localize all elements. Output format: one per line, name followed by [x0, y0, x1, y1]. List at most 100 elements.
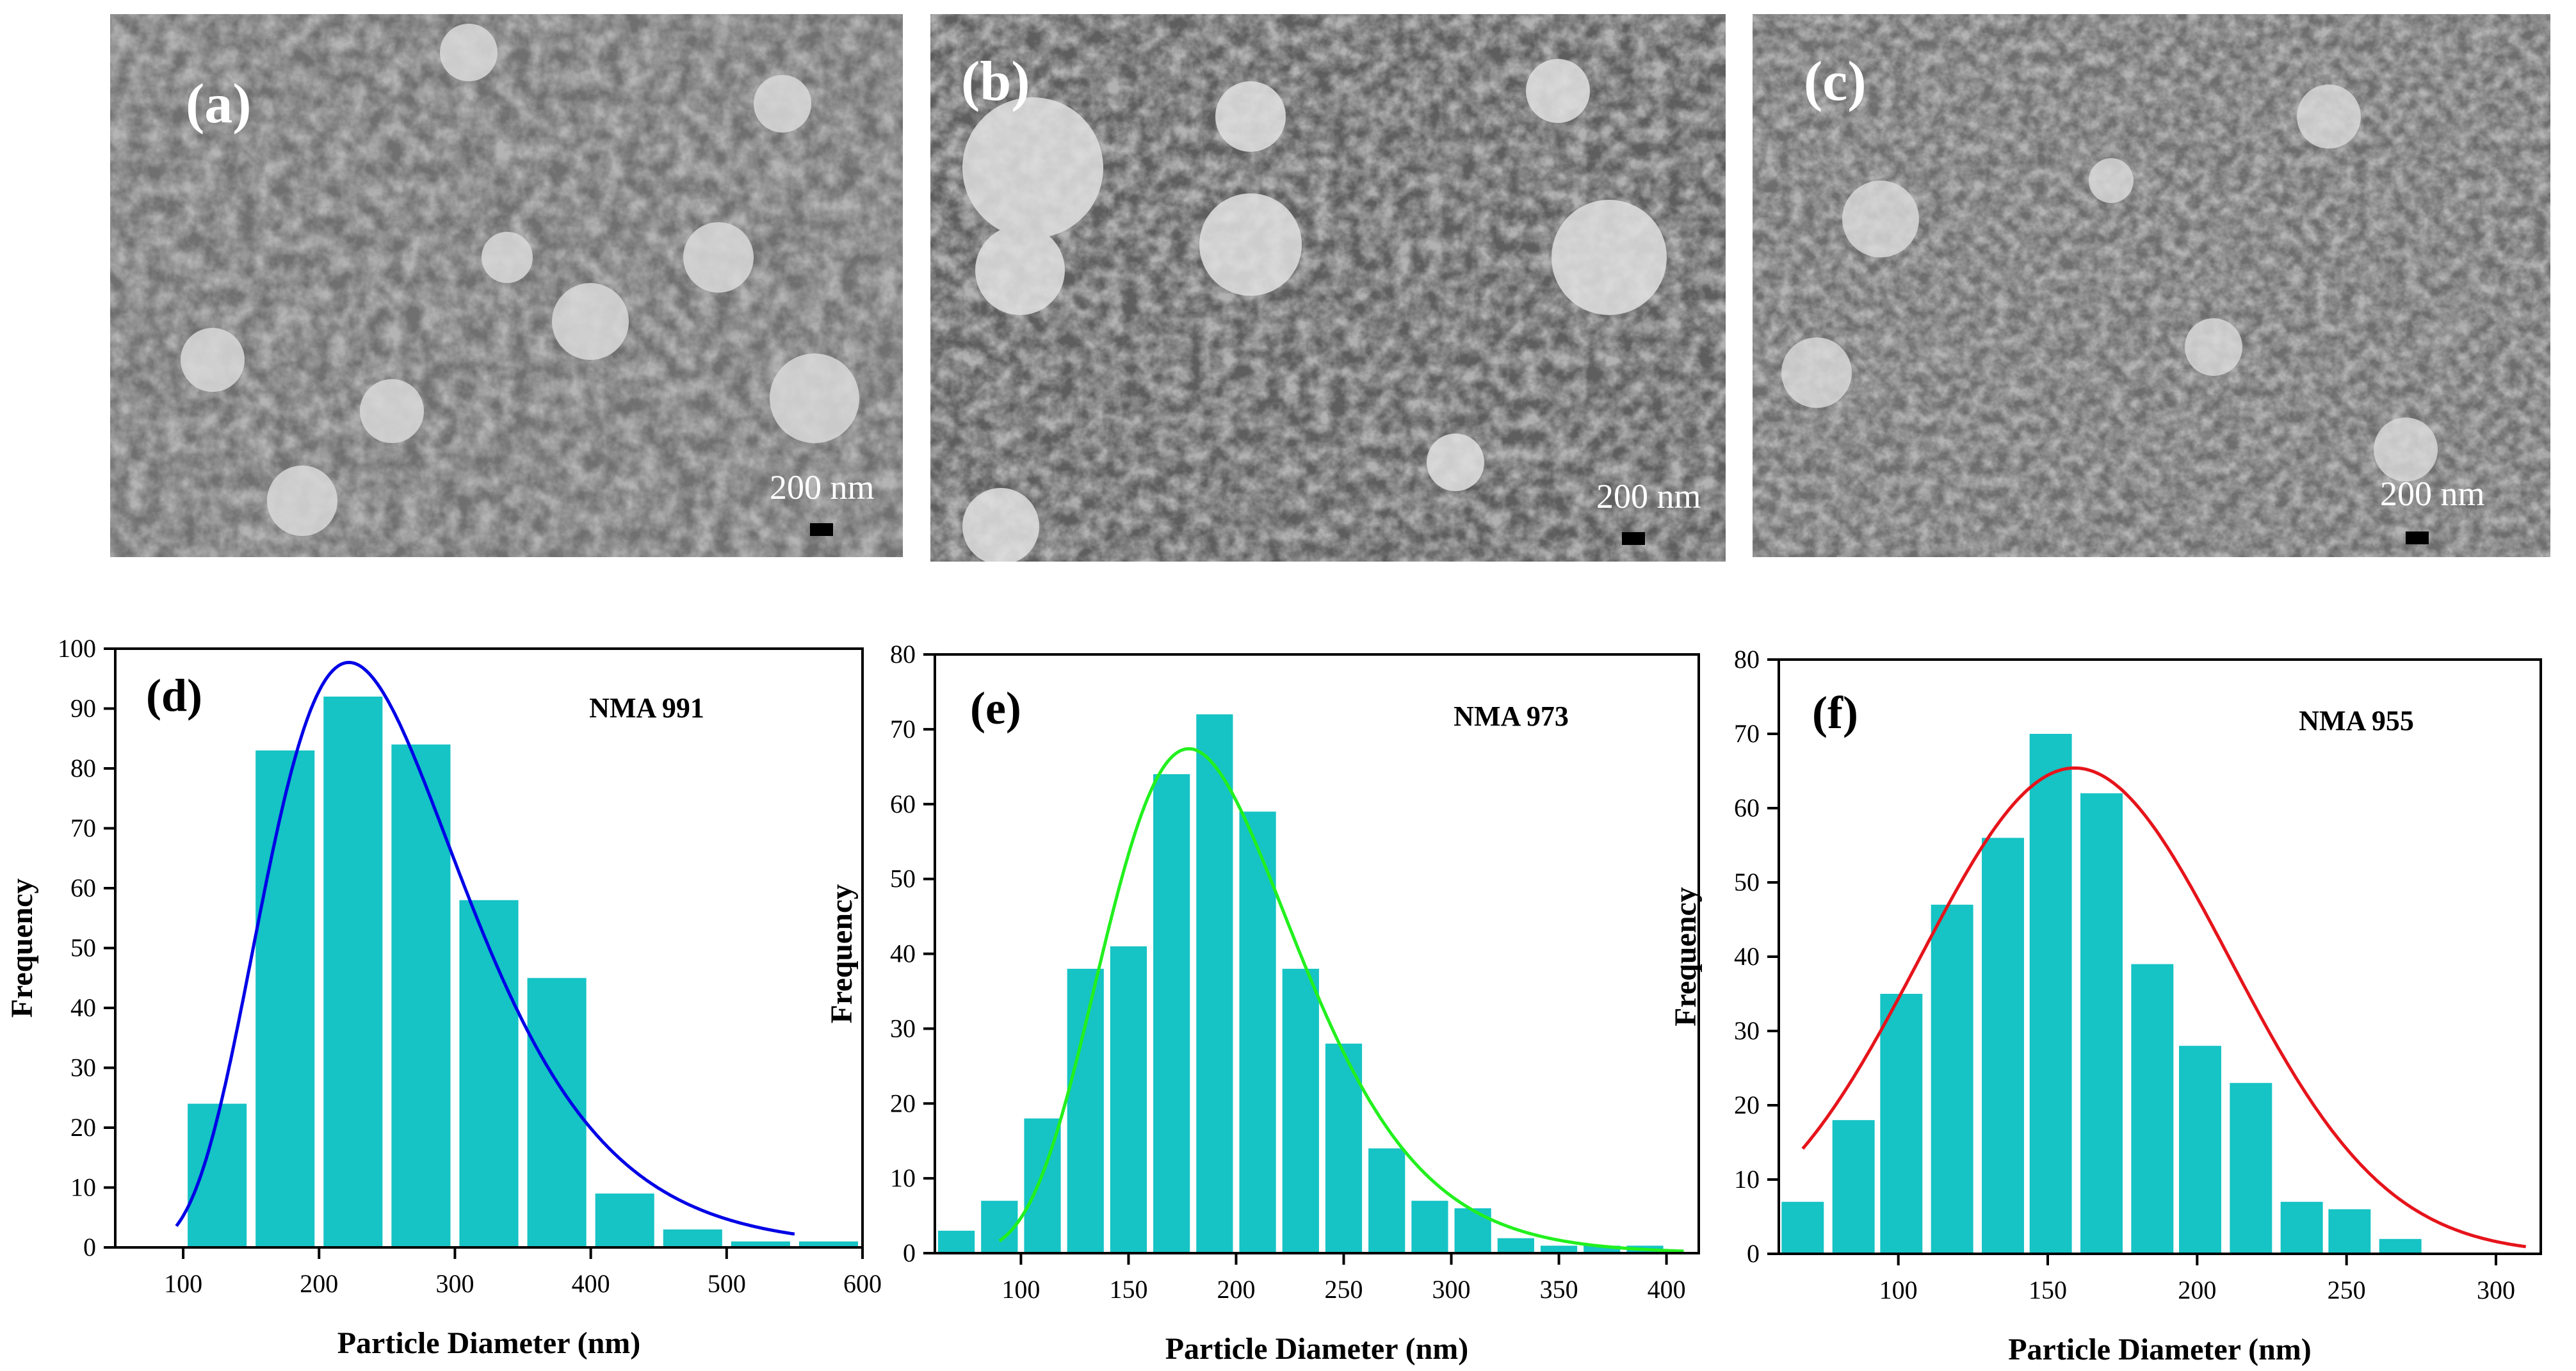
scale-bar-c [2406, 531, 2429, 544]
sem-image-b: (b) 200 nm [930, 14, 1726, 562]
fit-curve [175, 660, 795, 1236]
histogram-bar [1832, 1120, 1875, 1254]
histogram-bar [1239, 811, 1276, 1253]
histogram-bar [798, 1241, 858, 1247]
y-tick-label: 30 [70, 1053, 96, 1082]
histogram-bar [1931, 904, 1973, 1254]
fit-curve [998, 747, 1684, 1253]
y-tick-label: 30 [890, 1014, 916, 1042]
x-tick-label: 100 [164, 1269, 202, 1298]
histogram-bar [2029, 734, 2072, 1254]
x-tick-label: 400 [1648, 1275, 1686, 1304]
y-tick-label: 20 [890, 1089, 916, 1117]
histogram-bar [459, 900, 519, 1247]
y-axis-label: Frequency [825, 884, 859, 1024]
y-tick-label: 80 [1734, 645, 1760, 674]
panel-label: (d) [146, 670, 202, 721]
scale-text-b: 200 nm [1596, 477, 1701, 515]
histogram-bar [1982, 838, 2024, 1254]
x-tick-label: 100 [1879, 1276, 1918, 1304]
histogram-bar [731, 1241, 790, 1247]
y-tick-label: 80 [70, 754, 96, 783]
scale-text-c: 200 nm [2380, 475, 2485, 513]
histogram-bar [1497, 1238, 1534, 1253]
fit-curve [1801, 766, 2527, 1249]
y-axis-label: Frequency [5, 879, 39, 1018]
histogram-bar [1411, 1201, 1448, 1253]
histogram-bar [323, 696, 383, 1247]
histogram-bar [2230, 1083, 2272, 1254]
y-axis-label: Frequency [1669, 887, 1703, 1026]
y-tick-label: 50 [890, 864, 916, 893]
histogram-bar [2179, 1046, 2221, 1254]
sem-texture-b [930, 14, 1726, 562]
histogram-bar [981, 1201, 1018, 1253]
histogram-bar [1368, 1148, 1405, 1253]
y-tick-label: 70 [70, 814, 96, 843]
x-tick-label: 200 [1217, 1275, 1255, 1304]
y-tick-label: 0 [83, 1233, 96, 1261]
histogram-bar [1454, 1208, 1491, 1253]
y-tick-label: 40 [890, 939, 916, 968]
panel-label-b: (b) [961, 51, 1030, 113]
x-axis-label: Particle Diameter (nm) [337, 1326, 641, 1360]
histogram-bar [391, 744, 451, 1247]
x-tick-label: 350 [1540, 1275, 1578, 1304]
sem-image-c: (c) 200 nm [1753, 14, 2550, 557]
y-tick-label: 0 [903, 1238, 916, 1267]
y-tick-label: 20 [1734, 1091, 1760, 1119]
chart-d: 100 200 300 400 500 600 0 10 20 30 40 50 60 70 80 90 100… [5, 634, 882, 1360]
x-tick-label: 100 [1001, 1275, 1040, 1304]
panel-label-c: (c) [1804, 51, 1867, 113]
histogram-bar [1781, 1201, 1824, 1254]
histogram-bar [188, 1103, 247, 1247]
panel-label: (e) [970, 683, 1021, 734]
y-tick-label: 10 [1734, 1165, 1760, 1194]
x-tick-label: 150 [1109, 1275, 1147, 1304]
sample-title: NMA 955 [2299, 705, 2414, 736]
chart-e: 100 150 200 250 300 350 400 0 10 20 30 40 50 60 70 80 Pa… [825, 640, 1700, 1366]
sample-title: NMA 991 [589, 692, 704, 724]
x-axis-label: Particle Diameter (nm) [1165, 1332, 1469, 1366]
x-tick-label: 250 [2328, 1276, 2366, 1304]
histogram-bar [1153, 774, 1190, 1253]
y-tick-label: 30 [1734, 1016, 1760, 1045]
x-tick-label: 300 [2477, 1276, 2515, 1304]
histogram-bar [1282, 968, 1319, 1253]
x-tick-label: 500 [708, 1269, 746, 1298]
histogram-bar [2280, 1201, 2323, 1254]
scale-bar-a [810, 523, 833, 536]
x-tick-label: 300 [1432, 1275, 1471, 1304]
y-tick-label: 40 [1734, 942, 1760, 971]
sem-texture-c [1753, 14, 2550, 557]
sem-image-a: (a) 200 nm [110, 14, 903, 557]
x-tick-label: 250 [1325, 1275, 1363, 1304]
y-tick-label: 60 [890, 790, 916, 818]
histogram-bar [255, 750, 315, 1247]
scale-text-a: 200 nm [770, 468, 875, 507]
y-tick-label: 60 [70, 873, 96, 902]
histogram-bar [938, 1230, 975, 1253]
panel-label-a: (a) [186, 73, 252, 135]
x-tick-label: 200 [300, 1269, 338, 1298]
y-tick-label: 90 [70, 694, 96, 723]
y-tick-label: 100 [58, 634, 96, 663]
x-tick-label: 400 [572, 1269, 610, 1298]
histogram-bar [1880, 994, 1923, 1254]
histogram-bar [1067, 968, 1104, 1253]
y-tick-label: 80 [890, 640, 916, 669]
y-tick-label: 20 [70, 1113, 96, 1142]
histogram-bar [2080, 793, 2123, 1254]
histogram-bar [1540, 1245, 1578, 1253]
panel-label: (f) [1812, 687, 1858, 738]
histogram-bar [1110, 946, 1147, 1253]
histogram-bar [2328, 1209, 2371, 1254]
x-tick-label: 200 [2178, 1276, 2216, 1304]
histogram-bar [2379, 1238, 2422, 1254]
histogram-bar [1196, 714, 1233, 1253]
histogram-bar [2131, 964, 2174, 1254]
y-tick-label: 50 [1734, 868, 1760, 896]
x-tick-label: 150 [2029, 1276, 2067, 1304]
histogram-bar [663, 1229, 722, 1247]
y-tick-label: 10 [70, 1173, 96, 1202]
